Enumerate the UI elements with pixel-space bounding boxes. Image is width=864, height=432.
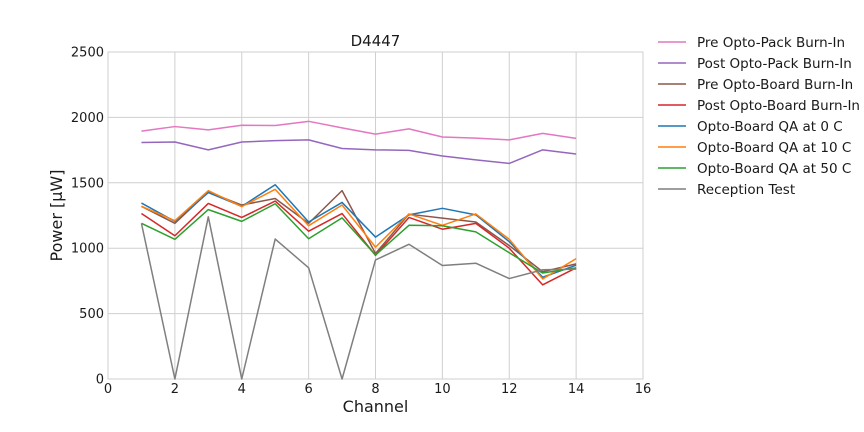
series-line-post-opto-pack-burn-in [141, 139, 577, 165]
x-tick-label: 10 [434, 382, 451, 397]
y-tick-label: 2000 [71, 111, 104, 126]
x-tick-label: 16 [635, 382, 652, 397]
legend-label-pre-opto-board-burn-in: Pre Opto-Board Burn-In [697, 77, 853, 93]
x-tick-label: 12 [501, 382, 518, 397]
chart-title: D4447 [351, 32, 401, 50]
legend-label-opto-board-qa-at-0-c: Opto-Board QA at 0 C [697, 119, 843, 135]
series-line-reception-test [140, 216, 577, 380]
legend: Pre Opto-Pack Burn-In Post Opto-Pack Burn… [658, 35, 860, 198]
x-tick-label: 6 [304, 382, 312, 397]
y-tick-label: 1000 [71, 242, 104, 257]
x-tick-label: 4 [238, 382, 246, 397]
x-tick-label: 2 [171, 382, 179, 397]
series-line-post-opto-board-burn-in [141, 200, 577, 286]
legend-label-reception-test: Reception Test [697, 182, 795, 198]
legend-label-opto-board-qa-at-10-c: Opto-Board QA at 10 C [697, 140, 851, 156]
y-tick-label: 2500 [71, 46, 104, 61]
series-line-opto-board-qa-at-10-c [141, 188, 577, 280]
legend-label-pre-opto-pack-burn-in: Pre Opto-Pack Burn-In [697, 35, 845, 51]
x-tick-label: 0 [104, 382, 112, 397]
series-line-opto-board-qa-at-50-c [141, 202, 577, 274]
x-tick-label: 8 [371, 382, 379, 397]
y-tick-label: 500 [79, 307, 104, 322]
x-tick-label: 14 [568, 382, 585, 397]
series-layer [140, 120, 577, 380]
plot-frame [107, 51, 644, 380]
y-tick-label: 0 [96, 373, 104, 388]
tick-labels: 0 2 4 6 8 10 12 14 16 0 500 1000 1500 2000 2500 [71, 46, 651, 398]
x-axis-label: Channel [343, 397, 409, 416]
series-line-pre-opto-pack-burn-in [141, 120, 577, 141]
legend-label-opto-board-qa-at-50-c: Opto-Board QA at 50 C [697, 161, 851, 177]
legend-label-post-opto-pack-burn-in: Post Opto-Pack Burn-In [697, 56, 852, 72]
series-line-opto-board-qa-at-0-c [141, 184, 577, 278]
y-axis-label: Power [μW] [47, 170, 66, 262]
legend-label-post-opto-board-burn-in: Post Opto-Board Burn-In [697, 98, 860, 114]
y-tick-label: 1500 [71, 176, 104, 191]
